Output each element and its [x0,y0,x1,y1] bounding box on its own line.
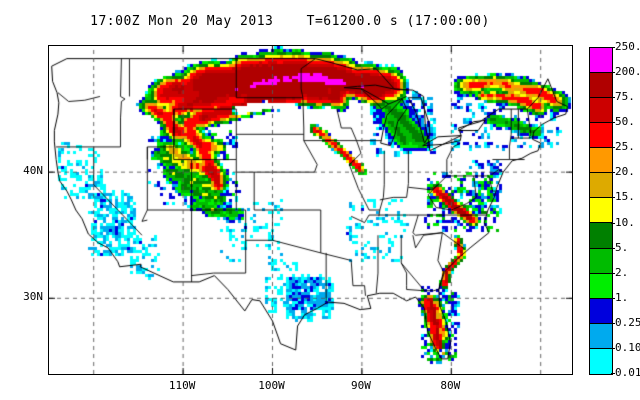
figure-title: 17:00Z Mon 20 May 2013 T=61200.0 s (17:0… [90,14,490,29]
colorbar-band-12 [590,348,612,374]
colorbar-band-7 [590,223,612,249]
colorbar-tick-10 [611,297,615,299]
map-plot-area [48,45,573,375]
colorbar-label-5: 20. [615,165,635,179]
colorbar-tick-2 [611,97,615,99]
colorbar-label-3: 50. [615,115,635,129]
colorbar-band-6 [590,198,612,224]
colorbar-tick-7 [611,222,615,224]
xtick-label-110w: 110W [168,379,196,392]
ytick-label-30n: 30N [23,290,43,304]
colorbar-tick-11 [611,322,615,324]
colorbar-tick-13 [611,373,615,374]
colorbar-tick-12 [611,347,615,349]
colorbar-tick-9 [611,272,615,274]
colorbar-band-5 [590,173,612,199]
colorbar-band-11 [590,323,612,349]
colorbar-tick-5 [611,172,615,174]
colorbar-band-0 [590,48,612,74]
xtick-label-90w: 90W [350,379,371,392]
colorbar-tick-1 [611,72,615,74]
colorbar-label-11: 0.25 [615,315,640,329]
colorbar-label-7: 10. [615,215,635,229]
colorbar-label-8: 5. [615,240,629,254]
colorbar-band-2 [590,98,612,124]
colorbar-band-10 [590,298,612,324]
colorbar-band-8 [590,248,612,274]
colorbar-band-4 [590,148,612,174]
colorbar-label-12: 0.10 [615,340,640,354]
colorbar-band-9 [590,273,612,299]
colorbar-tick-6 [611,197,615,199]
colorbar-tick-4 [611,147,615,149]
precipitation-colorbar [589,47,613,375]
xtick-label-80w: 80W [440,379,461,392]
colorbar-label-2: 75. [615,90,635,104]
colorbar-label-0: 250. [615,40,640,53]
colorbar-label-4: 25. [615,140,635,154]
colorbar-label-9: 2. [615,265,629,279]
colorbar-tick-0 [611,47,615,48]
xtick-label-100w: 100W [258,379,285,392]
colorbar-tick-3 [611,122,615,124]
colorbar-label-13: 0.01 [615,366,640,379]
ytick-label-40n: 40N [23,164,43,178]
colorbar-label-10: 1. [615,290,629,304]
colorbar-band-1 [590,73,612,99]
colorbar-label-1: 200. [615,65,640,79]
map-boundaries-overlay [49,46,572,374]
colorbar-band-3 [590,123,612,149]
colorbar-label-6: 15. [615,190,635,204]
colorbar-tick-8 [611,247,615,249]
